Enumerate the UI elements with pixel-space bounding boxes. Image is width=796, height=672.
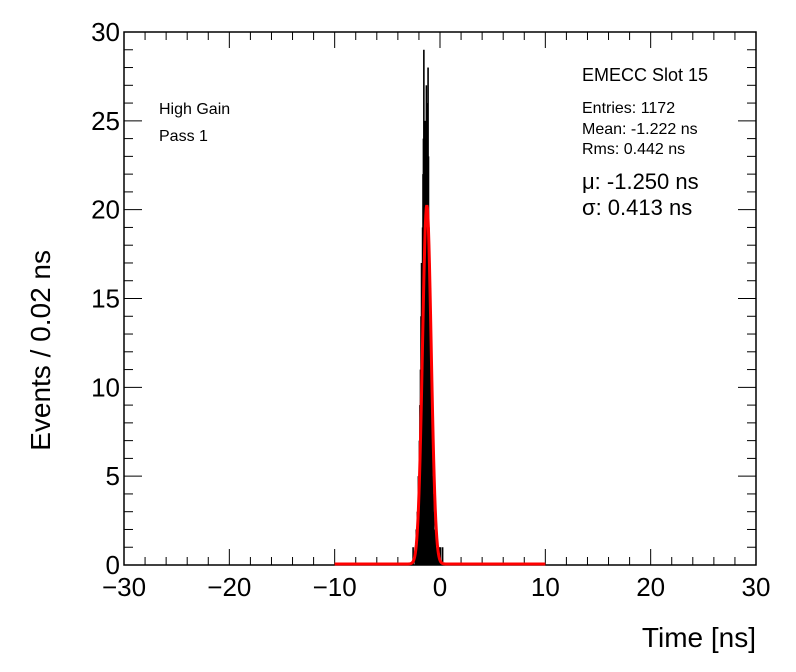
y-tick-label: 15	[91, 284, 120, 314]
histogram-bins	[412, 49, 444, 566]
histogram-bin	[435, 547, 438, 565]
histogram-bin	[439, 547, 442, 565]
x-tick-label: −20	[207, 572, 251, 602]
stats-title: EMECC Slot 15	[582, 65, 708, 85]
histogram-bin	[441, 547, 444, 565]
gaussian-fit-curve	[334, 204, 546, 566]
y-tick-label: 20	[91, 195, 120, 225]
y-tick-labels: 0 5 10 15 20 25 30	[91, 17, 120, 580]
x-tick-labels: −30 −20 −10 0 10 20 30	[102, 572, 771, 602]
y-tick-label: 5	[106, 461, 120, 491]
annotation-pass: Pass 1	[159, 128, 208, 145]
y-tick-label: 30	[91, 17, 120, 47]
y-axis-title: Events / 0.02 ns	[25, 250, 56, 451]
axis-ticks	[123, 31, 757, 566]
fit-mu: μ: -1.250 ns	[582, 169, 699, 194]
x-tick-label: 30	[742, 572, 771, 602]
x-tick-label: −10	[313, 572, 357, 602]
histogram-bin	[434, 529, 437, 565]
annotation-high-gain: High Gain	[159, 101, 230, 118]
stats-rms: Rms: 0.442 ns	[582, 141, 685, 158]
x-tick-label: 20	[636, 572, 665, 602]
x-tick-label: 10	[531, 572, 560, 602]
histogram-bin	[433, 529, 435, 565]
y-tick-label: 25	[91, 106, 120, 136]
stats-entries: Entries: 1172	[582, 100, 675, 117]
x-tick-label: 0	[433, 572, 447, 602]
histogram-bin	[436, 547, 439, 565]
histogram-bin	[412, 547, 414, 565]
x-tick-label: −30	[102, 572, 146, 602]
y-tick-label: 10	[91, 372, 120, 402]
fit-sigma: σ: 0.413 ns	[582, 195, 692, 220]
y-tick-label: 0	[106, 550, 120, 580]
x-axis-title: Time [ns]	[642, 622, 756, 653]
stats-mean: Mean: -1.222 ns	[582, 121, 698, 138]
